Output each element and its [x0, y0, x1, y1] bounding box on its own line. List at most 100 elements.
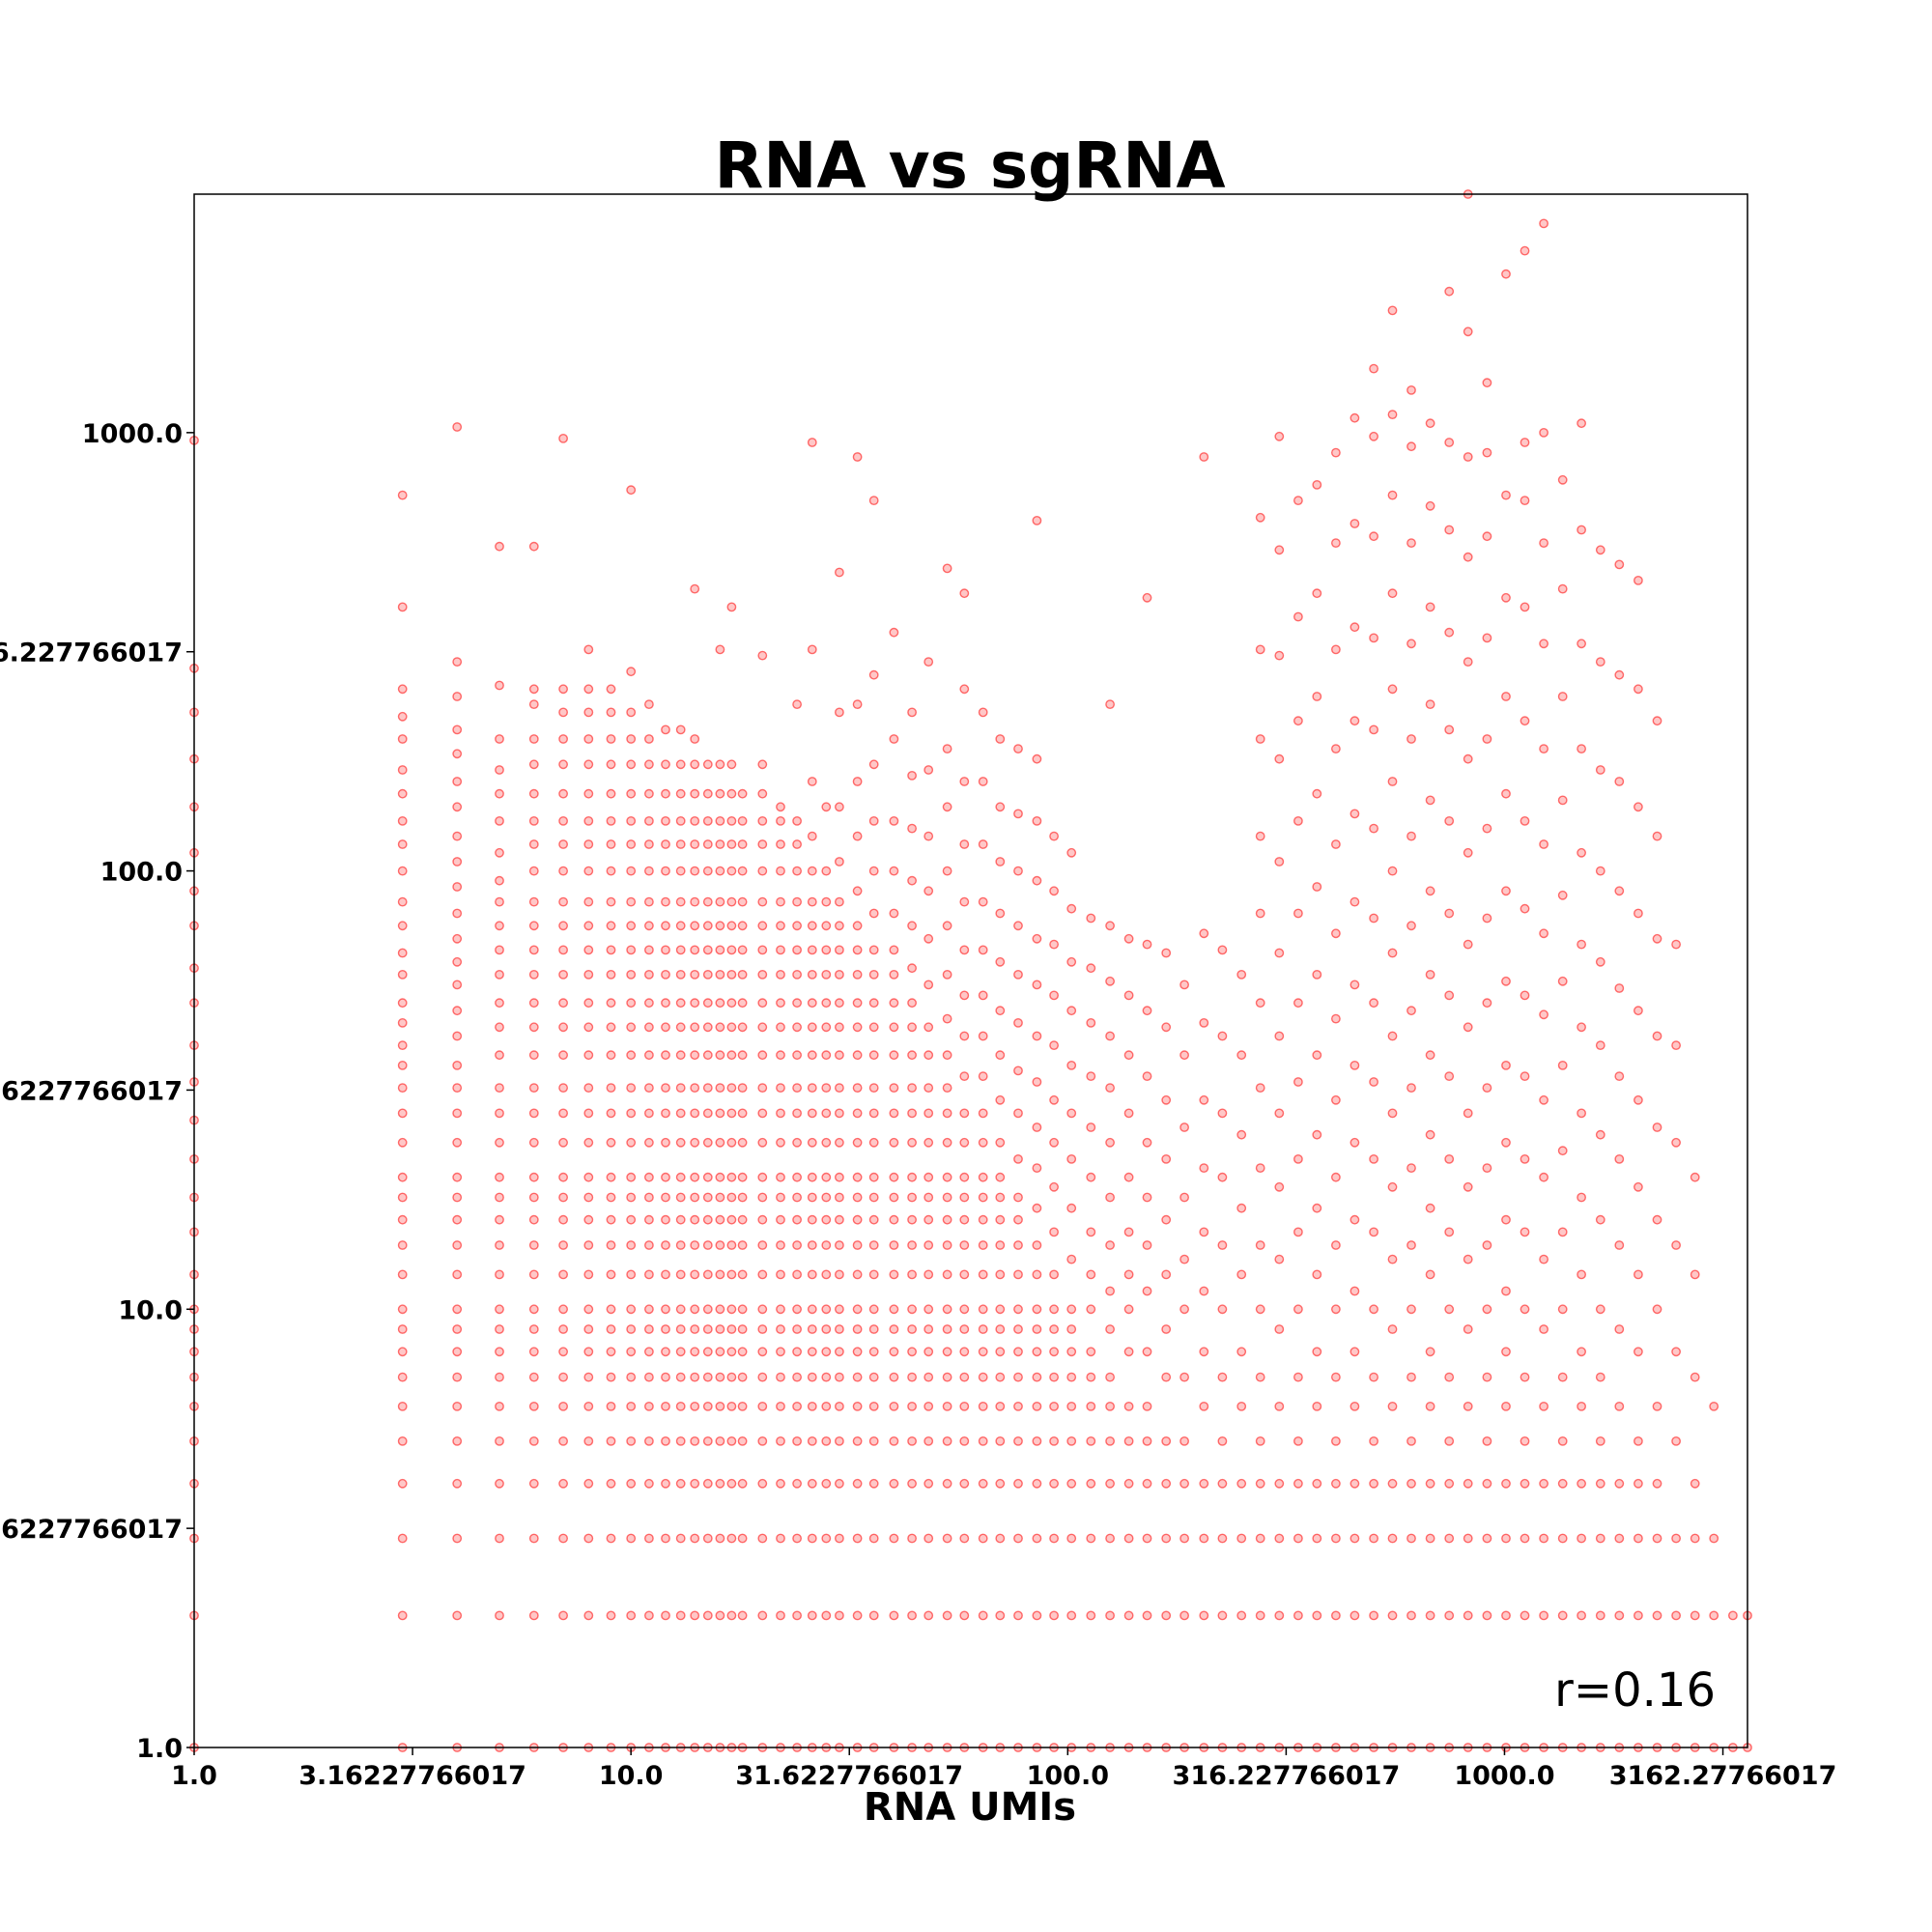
data-point: [606, 945, 616, 955]
data-point: [1577, 639, 1587, 649]
data-point: [923, 1192, 934, 1203]
data-point: [868, 1533, 879, 1544]
data-point: [757, 1214, 768, 1225]
data-point: [583, 707, 594, 718]
data-point: [942, 1083, 952, 1094]
data-point: [1032, 1533, 1042, 1544]
data-point: [495, 788, 504, 799]
data-point: [1614, 777, 1625, 786]
data-point: [835, 1347, 844, 1357]
data-point: [923, 1478, 934, 1489]
data-point: [1066, 1304, 1077, 1315]
data-point: [1066, 1478, 1077, 1489]
data-point: [1032, 1122, 1042, 1132]
data-point: [907, 1324, 917, 1334]
data-point: [835, 857, 844, 867]
data-point: [1142, 1533, 1152, 1544]
data-point: [690, 896, 700, 907]
data-point: [1369, 998, 1379, 1009]
data-point: [583, 1347, 594, 1357]
data-point: [792, 1214, 802, 1225]
data-point: [1444, 1071, 1455, 1082]
data-point: [835, 998, 844, 1009]
data-point: [889, 1214, 899, 1225]
data-point: [452, 422, 463, 432]
data-point: [1614, 1478, 1625, 1489]
data-point: [907, 1436, 917, 1446]
data-point: [1217, 1172, 1228, 1182]
data-point: [495, 1083, 504, 1094]
data-point: [835, 1137, 844, 1148]
data-point: [397, 1478, 408, 1489]
data-point: [776, 866, 785, 876]
data-point: [661, 1240, 670, 1250]
data-point: [1444, 1304, 1455, 1315]
data-point: [868, 1108, 879, 1119]
data-point: [1086, 1071, 1096, 1082]
data-point: [868, 1240, 879, 1250]
data-point: [1086, 1347, 1096, 1357]
data-point: [959, 1172, 970, 1182]
y-tick-label: 31.6227766017: [0, 1076, 183, 1106]
data-point: [959, 990, 970, 1001]
data-point: [452, 692, 463, 701]
data-point: [1577, 1533, 1587, 1544]
data-point: [626, 839, 637, 849]
data-point: [923, 1108, 934, 1119]
data-point: [852, 1436, 863, 1446]
data-point: [702, 1083, 713, 1094]
data-point: [835, 1304, 844, 1315]
data-point: [1105, 1324, 1116, 1334]
data-point: [495, 1269, 504, 1280]
data-point: [1444, 438, 1455, 447]
data-point: [726, 896, 737, 907]
data-point: [675, 1192, 686, 1203]
data-point: [702, 1347, 713, 1357]
data-point: [1520, 1478, 1530, 1489]
data-point: [1406, 1240, 1416, 1250]
data-point: [1331, 1610, 1341, 1621]
data-point: [821, 1347, 832, 1357]
data-point: [726, 1372, 737, 1382]
data-point: [558, 1240, 568, 1250]
data-point: [675, 998, 686, 1009]
data-point: [1274, 1108, 1285, 1119]
data-point: [1161, 948, 1172, 958]
data-point: [1557, 976, 1568, 986]
data-point: [1557, 692, 1568, 701]
data-point: [978, 1402, 988, 1411]
data-point: [1013, 1533, 1023, 1544]
data-point: [397, 1137, 408, 1148]
data-point: [690, 921, 700, 931]
data-point: [661, 1022, 670, 1033]
data-point: [835, 1050, 844, 1061]
data-point: [644, 1022, 654, 1033]
data-point: [528, 1610, 539, 1621]
data-point: [995, 857, 1006, 867]
data-point: [978, 1304, 988, 1315]
data-point: [852, 886, 863, 896]
data-point: [661, 1478, 670, 1489]
data-point: [715, 1402, 725, 1411]
data-point: [1217, 1372, 1228, 1382]
data-point: [868, 669, 879, 680]
data-point: [1652, 1478, 1662, 1489]
data-point: [528, 866, 539, 876]
data-point: [626, 1610, 637, 1621]
data-point: [792, 699, 802, 709]
data-point: [1142, 1436, 1152, 1446]
data-point: [1105, 1436, 1116, 1446]
data-point: [1199, 1402, 1209, 1411]
data-point: [1387, 490, 1398, 500]
data-point: [907, 1240, 917, 1250]
data-point: [889, 1108, 899, 1119]
data-point: [889, 1347, 899, 1357]
data-point: [606, 1304, 616, 1315]
data-point: [1049, 886, 1060, 896]
data-point: [702, 1050, 713, 1061]
data-point: [776, 1436, 785, 1446]
data-point: [1406, 1372, 1416, 1382]
data-point: [959, 1108, 970, 1119]
data-point: [675, 788, 686, 799]
data-point: [702, 1137, 713, 1148]
